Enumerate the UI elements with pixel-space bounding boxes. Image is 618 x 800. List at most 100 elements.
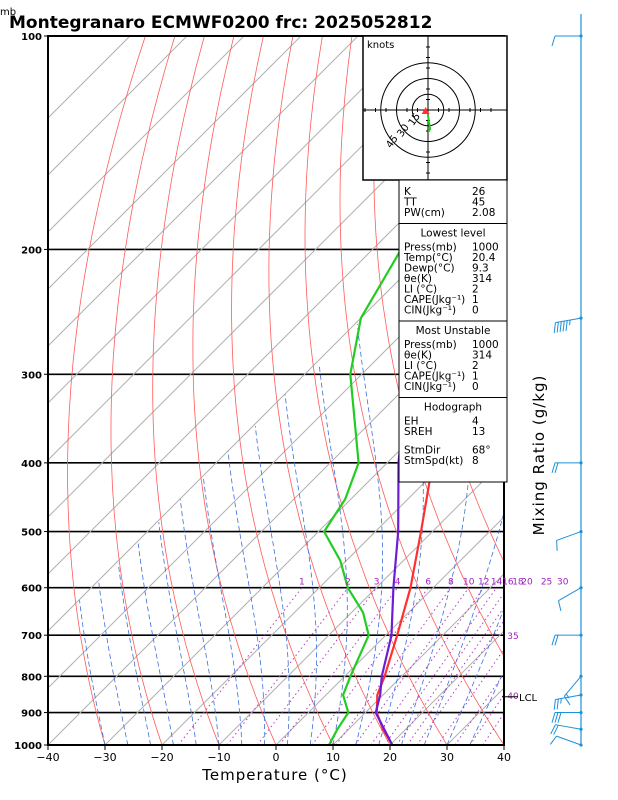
lowest-level-row-value: 1000 <box>472 242 499 254</box>
isotherm-line <box>48 36 131 119</box>
isotherm-line <box>161 402 504 745</box>
most-unstable-header: Most Unstable <box>416 325 491 337</box>
pressure-tick-label: 600 <box>21 584 42 595</box>
wind-barb-flag <box>556 698 559 710</box>
hodograph-ring <box>380 62 476 158</box>
most-unstable-row-value: 1 <box>472 371 479 383</box>
dry-adiabat-line <box>110 36 176 745</box>
pressure-tick-label: 400 <box>21 459 42 470</box>
most-unstable-row-value: 314 <box>472 350 492 362</box>
moist-adiabat-line <box>117 563 151 745</box>
isotherm-line <box>561 36 618 745</box>
mixing-ratio-label: 8 <box>448 578 454 588</box>
moist-adiabat-line <box>137 543 174 745</box>
dry-adiabat-line <box>268 36 391 745</box>
moist-adiabat-line <box>355 324 383 745</box>
pressure-unit-label: mb <box>0 7 16 18</box>
wind-barb-flag <box>553 724 559 735</box>
temperature-tick-label: 40 <box>497 751 511 764</box>
lcl-label: LCL <box>519 693 538 704</box>
temperature-tick-label: −10 <box>207 751 230 764</box>
pressure-tick-label: 100 <box>21 32 42 43</box>
mixing-ratio-line <box>311 587 429 745</box>
lowest-level-row-label: LI (°C) <box>404 284 437 296</box>
hodograph-indices-row-value: 4 <box>472 416 479 428</box>
mixing-ratio-line <box>437 648 504 745</box>
mixing-ratio-line <box>370 587 485 745</box>
mixing-ratio-line <box>226 587 349 745</box>
hodograph-ring <box>411 93 445 127</box>
wind-barb-flag <box>549 735 557 745</box>
indices-frame <box>398 179 508 483</box>
moist-adiabat-line <box>227 451 266 745</box>
temperature-tick-label: 0 <box>273 751 280 764</box>
mixing-ratio-label: 30 <box>557 578 569 588</box>
isotherm-line <box>48 174 504 632</box>
dry-adiabat-line <box>231 36 334 745</box>
wind-barb-shaft <box>555 724 582 730</box>
moist-adiabat-line <box>203 477 243 745</box>
isotherm-line <box>48 36 302 290</box>
wind-barb-shaft <box>556 735 582 746</box>
wind-barb-shaft <box>555 317 582 324</box>
isotherm-line <box>503 744 504 745</box>
isotherm-line <box>48 231 504 689</box>
moist-adiabat-line <box>98 582 129 745</box>
lowest-level-row-label: Temp(°C) <box>403 252 453 264</box>
lowest-level-row-label: CAPE(Jkg⁻¹) <box>404 294 465 306</box>
lowest-level-row-label: Press(mb) <box>404 242 457 254</box>
most-unstable-row-value: 2 <box>472 360 479 372</box>
mixing-ratio-label: 1 <box>299 578 305 588</box>
mixing-ratio-label: 20 <box>521 578 533 588</box>
isotherm-line <box>48 36 416 404</box>
hodograph-indices-row-label: SREH <box>404 426 433 438</box>
wind-barb-shaft <box>563 675 582 697</box>
hodograph-indices-row-label: StmSpd(kt) <box>404 455 463 467</box>
lowest-level-row-label: CIN(Jkg⁻¹) <box>404 305 456 317</box>
mixing-ratio-line <box>482 712 504 745</box>
mixing-ratio-axis-title: Mixing Ratio (g/kg) <box>530 375 548 536</box>
mixing-ratio-line <box>256 587 377 745</box>
hodograph-indices-row-value: 8 <box>472 455 479 467</box>
temperature-tick-label: −40 <box>36 751 59 764</box>
chart-title: Montegranaro ECMWF0200 frc: 2025052812 <box>9 13 432 33</box>
wind-barb-flag <box>551 35 556 47</box>
lowest-level-row-label: θe(K) <box>404 273 432 285</box>
mixing-ratio-line <box>279 587 398 745</box>
hodograph-trace <box>427 115 432 132</box>
pressure-tick-label: 900 <box>21 709 42 720</box>
isotherm-line <box>48 36 359 347</box>
lowest-level-row-value: 20.4 <box>472 252 496 264</box>
isotherm-line <box>275 516 504 745</box>
lowest-level-row-label: Dewp(°C) <box>404 263 455 275</box>
hodograph-frame <box>362 35 508 181</box>
x-axis-title: Temperature (°C) <box>201 766 347 784</box>
pressure-tick-label: 700 <box>21 631 42 642</box>
pw-index-label: PW(cm) <box>404 207 445 219</box>
wind-barb-half-flag <box>569 319 571 326</box>
wind-barb-shaft <box>558 587 582 602</box>
mixing-ratio-label: 6 <box>425 578 431 588</box>
wind-barb-flag <box>556 322 559 333</box>
hodograph-indices-row-value: 68° <box>472 445 491 457</box>
lowest-level-header: Lowest level <box>420 228 485 240</box>
dry-adiabat-line <box>339 36 504 745</box>
hodograph-indices-row-label: StmDir <box>404 445 441 457</box>
wind-barb-flag <box>550 724 556 735</box>
most-unstable-row-label: CIN(Jkg⁻¹) <box>404 381 456 393</box>
dry-adiabat-line <box>559 36 618 745</box>
temperature-tick-label: −20 <box>150 751 173 764</box>
mixing-ratio-label: 2 <box>345 578 351 588</box>
pw-index-value: 2.08 <box>472 207 495 219</box>
wind-barb-flag <box>551 635 556 646</box>
mixing-ratio-line <box>406 606 504 745</box>
dry-adiabat-line <box>67 36 146 745</box>
moist-adiabat-line <box>158 522 197 745</box>
mixing-ratio-label: 14 <box>491 578 503 588</box>
temperature-tick-label: 20 <box>383 751 397 764</box>
mixing-ratio-line <box>396 592 504 745</box>
most-unstable-row-value: 1000 <box>472 339 499 351</box>
wind-barb-flag <box>553 699 556 710</box>
most-unstable-row-label: LI (°C) <box>404 360 437 372</box>
